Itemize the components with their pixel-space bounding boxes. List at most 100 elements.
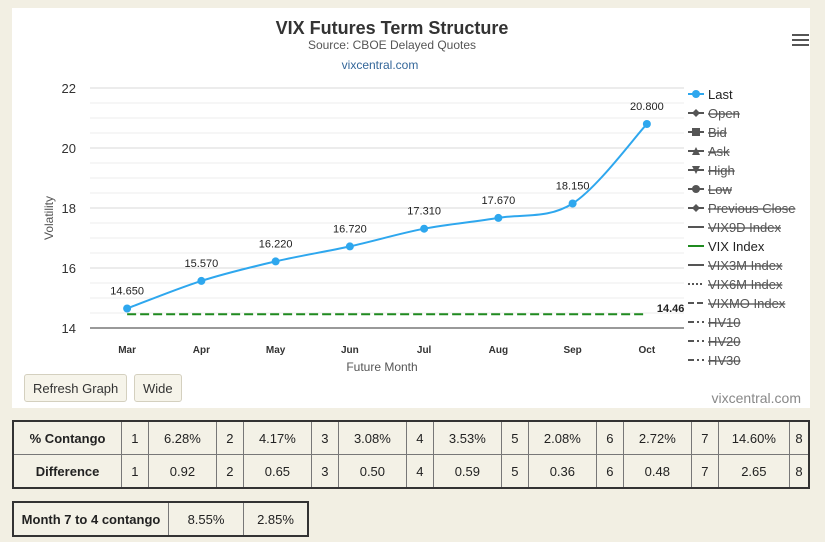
legend-item[interactable]: Open (688, 106, 740, 121)
last-data-point (420, 224, 429, 233)
contango-cell: 4.17% (242, 420, 313, 455)
contango-cell: 0.36 (527, 454, 598, 489)
month-contango-table: Month 7 to 4 contango 8.55% 2.85% (12, 501, 309, 537)
legend-item[interactable]: VIX9D Index (688, 220, 781, 235)
legend-marker-square (692, 128, 700, 136)
contango-table-row: Difference 1 0.92 2 0.65 3 0.50 4 0.59 5 0.36 6 0.48… (12, 454, 810, 489)
y-tick-label: 14 (62, 321, 76, 336)
contango-cell: 2.72% (622, 420, 693, 455)
legend-item[interactable]: HV20 (688, 334, 741, 349)
month-contango-value-2: 2.85% (243, 501, 309, 537)
chart-menu-icon[interactable] (792, 34, 809, 48)
chart-credits[interactable]: vixcentral.com (712, 390, 801, 406)
contango-table-row: % Contango 1 6.28% 2 4.17% 3 3.08% 4 3.53% 5 2.08%… (12, 420, 810, 455)
contango-month-number: 2 (216, 420, 244, 455)
contango-month-number: 4 (406, 420, 434, 455)
chart-title: VIX Futures Term Structure (276, 18, 509, 38)
contango-row-label: Difference (12, 454, 123, 489)
contango-cell: 14.60% (717, 420, 791, 455)
contango-month-number: 3 (311, 420, 339, 455)
legend-label: VIX3M Index (708, 258, 783, 273)
legend-item[interactable]: Last (688, 87, 733, 102)
contango-cell: 0.92 (147, 454, 218, 489)
y-tick-label: 18 (62, 201, 76, 216)
contango-month-number: 7 (691, 420, 719, 455)
contango-month-number: 1 (121, 454, 149, 489)
x-tick-label: Jul (417, 345, 432, 356)
x-axis-title: Future Month (346, 360, 417, 374)
contango-month-number: 8 (789, 454, 810, 489)
legend-label: Bid (708, 125, 727, 140)
legend-item[interactable]: VIXMO Index (688, 296, 786, 311)
chart-svg: VIX Futures Term Structure Source: CBOE … (42, 18, 801, 406)
refresh-graph-button[interactable]: Refresh Graph (24, 374, 128, 402)
x-tick-label: Jun (341, 345, 359, 356)
contango-cell: 3.08% (337, 420, 408, 455)
chart-panel: VIX Futures Term Structure Source: CBOE … (12, 8, 810, 408)
month-contango-value-1: 8.55% (168, 501, 244, 537)
legend-label: Low (708, 182, 732, 197)
last-data-label: 14.650 (110, 286, 144, 298)
contango-cell: 2.65 (717, 454, 791, 489)
legend-item[interactable]: VIX3M Index (688, 258, 783, 273)
x-tick-label: Mar (118, 345, 136, 356)
last-data-label: 17.670 (482, 195, 516, 207)
contango-month-number: 3 (311, 454, 339, 489)
legend-label: VIX6M Index (708, 277, 783, 292)
legend-label: HV30 (708, 353, 741, 368)
contango-month-number: 6 (596, 454, 624, 489)
legend-label: High (708, 163, 735, 178)
y-tick-label: 16 (62, 261, 76, 276)
last-data-point (123, 304, 132, 313)
legend-label: Previous Close (708, 201, 795, 216)
month-contango-label: Month 7 to 4 contango (12, 501, 169, 537)
legend-item[interactable]: Low (688, 182, 732, 197)
legend-item[interactable]: Previous Close (688, 201, 795, 216)
contango-cell: 6.28% (147, 420, 218, 455)
x-tick-label: Oct (639, 345, 656, 356)
last-data-label: 20.800 (630, 101, 664, 113)
legend-item[interactable]: HV30 (688, 353, 741, 368)
legend-marker-diamond (692, 204, 700, 212)
contango-month-number: 5 (501, 454, 529, 489)
chart-source-link[interactable]: vixcentral.com (342, 58, 419, 72)
legend-label: Open (708, 106, 740, 121)
last-data-label: 17.310 (407, 206, 441, 218)
contango-cell: 0.50 (337, 454, 408, 489)
contango-cell: 0.65 (242, 454, 313, 489)
legend-marker-triangle (692, 147, 700, 155)
y-tick-label: 20 (62, 141, 76, 156)
legend-label: VIXMO Index (708, 296, 786, 311)
contango-month-number: 7 (691, 454, 719, 489)
legend-item[interactable]: VIX6M Index (688, 277, 783, 292)
contango-month-number: 1 (121, 420, 149, 455)
contango-month-number: 2 (216, 454, 244, 489)
y-axis-title: Volatility (42, 196, 56, 240)
legend-item[interactable]: VIX Index (688, 239, 765, 254)
last-data-point (568, 199, 577, 208)
contango-cell: 3.53% (432, 420, 503, 455)
x-tick-label: Sep (563, 345, 581, 356)
last-data-point (197, 276, 206, 285)
contango-month-number: 5 (501, 420, 529, 455)
legend-label: Last (708, 87, 733, 102)
vix-index-label: 14.46 (657, 303, 685, 315)
contango-table: % Contango 1 6.28% 2 4.17% 3 3.08% 4 3.53% 5 2.08%… (12, 420, 810, 489)
last-data-label: 16.720 (333, 223, 367, 235)
last-data-point (642, 120, 651, 128)
contango-month-number: 4 (406, 454, 434, 489)
contango-cell: 2.08% (527, 420, 598, 455)
legend-item[interactable]: Ask (688, 144, 730, 159)
last-data-point (345, 242, 354, 251)
contango-row-label: % Contango (12, 420, 123, 455)
legend-item[interactable]: High (688, 163, 735, 178)
legend-label: HV10 (708, 315, 741, 330)
contango-cell: 0.59 (432, 454, 503, 489)
legend-marker-triangle-down (692, 166, 700, 174)
legend-item[interactable]: Bid (688, 125, 727, 140)
x-tick-label: May (266, 345, 286, 356)
wide-button[interactable]: Wide (134, 374, 182, 402)
last-data-point (271, 257, 280, 266)
legend-item[interactable]: HV10 (688, 315, 741, 330)
legend-marker-circle (692, 90, 700, 98)
